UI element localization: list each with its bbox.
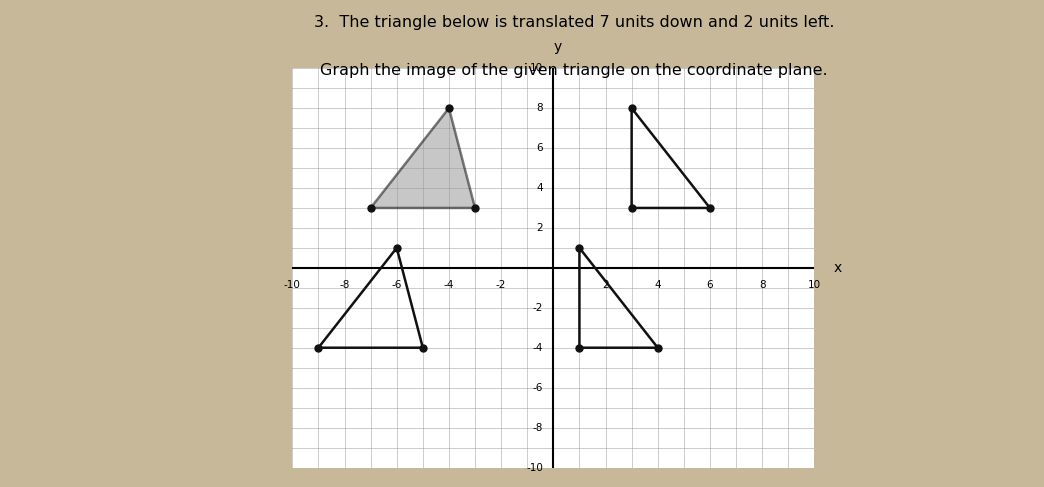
Text: -2: -2 [532,303,543,313]
Polygon shape [371,108,475,208]
Text: 2: 2 [537,223,543,233]
Text: 10: 10 [808,280,821,290]
Text: -4: -4 [532,343,543,353]
Text: 4: 4 [537,183,543,193]
Text: -8: -8 [339,280,350,290]
Text: y: y [553,40,562,54]
Text: 6: 6 [537,143,543,153]
Text: -4: -4 [444,280,454,290]
Text: 3.  The triangle below is translated 7 units down and 2 units left.: 3. The triangle below is translated 7 un… [314,15,834,30]
Text: -10: -10 [526,463,543,472]
Text: -6: -6 [392,280,402,290]
Text: 6: 6 [707,280,713,290]
Text: -6: -6 [532,383,543,393]
Text: 8: 8 [759,280,765,290]
Text: 10: 10 [529,63,543,73]
Text: -2: -2 [496,280,506,290]
Text: 8: 8 [537,103,543,113]
Text: Graph the image of the given triangle on the coordinate plane.: Graph the image of the given triangle on… [321,63,828,78]
Text: 4: 4 [655,280,661,290]
Text: -8: -8 [532,423,543,432]
Text: 2: 2 [602,280,609,290]
Text: -10: -10 [284,280,301,290]
Text: x: x [834,261,843,275]
